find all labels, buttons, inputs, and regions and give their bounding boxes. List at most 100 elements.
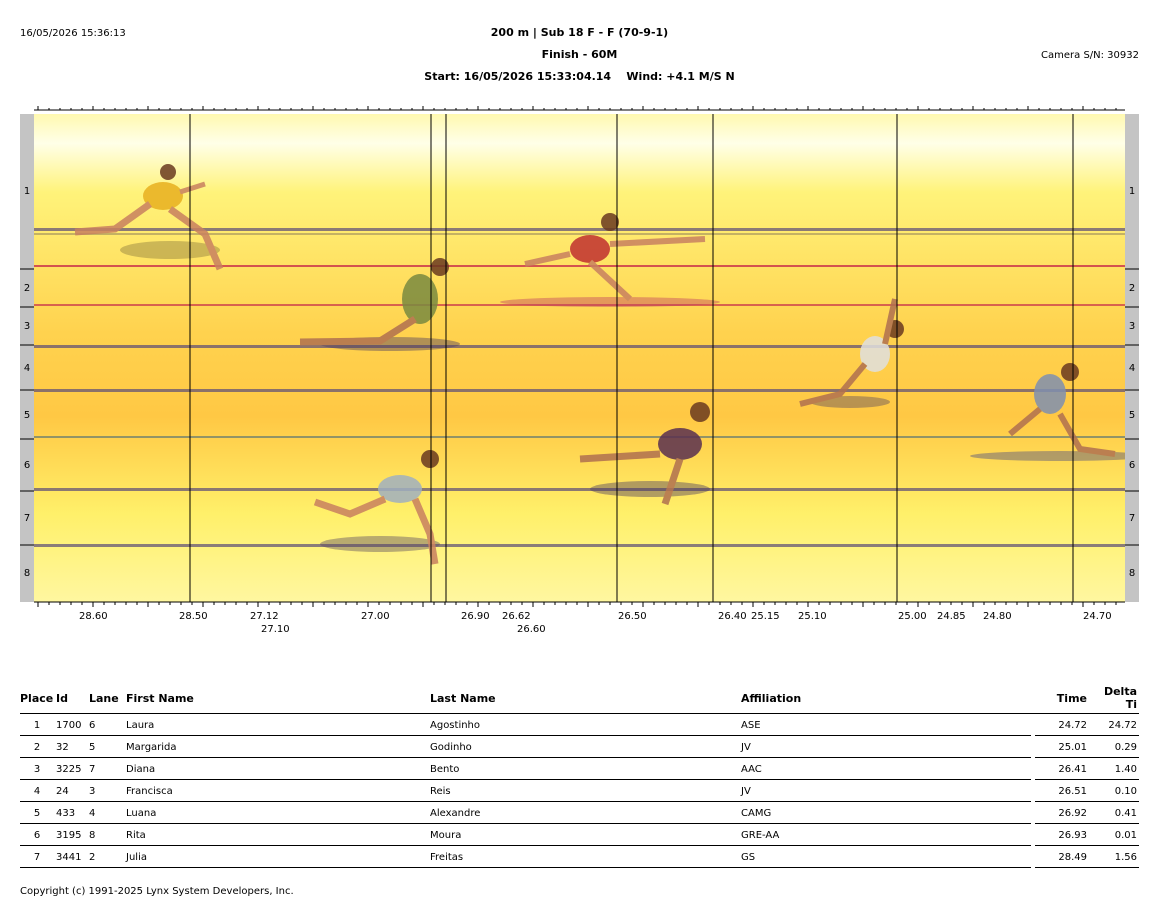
time-label-24-85: 24.85 xyxy=(937,611,966,622)
first-name-cell: Francisca xyxy=(126,780,430,802)
time-label-25-10: 25.10 xyxy=(798,611,827,622)
lane-cell: 5 xyxy=(89,736,126,758)
lane-label-right-5: 5 xyxy=(1128,410,1136,421)
lane-separators xyxy=(20,268,1139,546)
place-cell: 6 xyxy=(20,824,56,846)
finish-label: Finish - 60M xyxy=(541,48,618,61)
col-id: Id xyxy=(56,684,89,714)
affiliation-cell: GRE-AA xyxy=(741,824,1031,846)
delta-cell: 1.40 xyxy=(1089,758,1139,780)
athlete-lane-3 xyxy=(500,213,720,307)
camera-serial: Camera S/N: 30932 xyxy=(1041,50,1139,61)
start-time: Start: 16/05/2026 15:33:04.14 xyxy=(424,70,612,83)
athlete-lane-1 xyxy=(74,164,224,271)
lane-line-1 xyxy=(34,228,1125,231)
affiliation-cell: JV xyxy=(741,780,1031,802)
place-cell: 3 xyxy=(20,758,56,780)
lane-label-left-3: 3 xyxy=(23,321,31,332)
time-label-25-15: 25.15 xyxy=(751,611,780,622)
time-label-24-70: 24.70 xyxy=(1083,611,1112,622)
place-cell: 2 xyxy=(20,736,56,758)
time-cursors xyxy=(189,114,1074,602)
last-name-cell: Agostinho xyxy=(430,714,741,736)
id-cell: 24 xyxy=(56,780,89,802)
lane-label-right-7: 7 xyxy=(1128,513,1136,524)
affiliation-cell: JV xyxy=(741,736,1031,758)
time-cell: 26.93 xyxy=(1035,824,1089,846)
table-row: 4 24 3 Francisca Reis JV 26.51 0.10 xyxy=(20,780,1139,802)
first-name-cell: Luana xyxy=(126,802,430,824)
place-cell: 1 xyxy=(20,714,56,736)
time-label-26-60: 26.60 xyxy=(517,624,546,635)
delta-cell: 0.41 xyxy=(1089,802,1139,824)
col-place: Place xyxy=(20,684,56,714)
last-name-cell: Freitas xyxy=(430,846,741,868)
lane-line-2 xyxy=(34,265,1125,267)
place-cell: 4 xyxy=(20,780,56,802)
start-wind-line: Start: 16/05/2026 15:33:04.14 Wind: +4.1… xyxy=(0,70,1159,83)
time-label-27-10: 27.10 xyxy=(261,624,290,635)
lane-label-left-4: 4 xyxy=(23,363,31,374)
col-spacer xyxy=(1031,684,1035,714)
last-name-cell: Reis xyxy=(430,780,741,802)
first-name-cell: Diana xyxy=(126,758,430,780)
lane-cell: 8 xyxy=(89,824,126,846)
delta-cell: 1.56 xyxy=(1089,846,1139,868)
place-cell: 7 xyxy=(20,846,56,868)
time-label-26-62: 26.62 xyxy=(502,611,531,622)
place-cell: 5 xyxy=(20,802,56,824)
delta-cell: 24.72 xyxy=(1089,714,1139,736)
copyright-footer: Copyright (c) 1991-2025 Lynx System Deve… xyxy=(20,886,294,897)
last-name-cell: Alexandre xyxy=(430,802,741,824)
last-name-cell: Bento xyxy=(430,758,741,780)
photo-finish-svg xyxy=(20,106,1150,607)
photo-finish-image[interactable]: 1 2 3 4 5 6 7 8 1 2 3 4 5 6 7 8 xyxy=(20,104,1150,616)
first-name-cell: Rita xyxy=(126,824,430,846)
time-cell: 25.01 xyxy=(1035,736,1089,758)
id-cell: 1700 xyxy=(56,714,89,736)
lane-line-1b xyxy=(34,233,1125,235)
time-label-25-00: 25.00 xyxy=(898,611,927,622)
event-title: 200 m | Sub 18 F - F (70-9-1) xyxy=(490,26,669,39)
time-label-24-80: 24.80 xyxy=(983,611,1012,622)
delta-cell: 0.01 xyxy=(1089,824,1139,846)
id-cell: 3195 xyxy=(56,824,89,846)
table-row: 5 433 4 Luana Alexandre CAMG 26.92 0.41 xyxy=(20,802,1139,824)
lane-label-right-1: 1 xyxy=(1128,186,1136,197)
lane-line-3 xyxy=(34,304,1125,306)
top-ruler-ticks xyxy=(37,106,1117,110)
time-cell: 26.92 xyxy=(1035,802,1089,824)
col-time: Time xyxy=(1035,684,1089,714)
lane-line-7 xyxy=(34,488,1125,491)
time-label-26-40: 26.40 xyxy=(718,611,747,622)
lane-label-right-6: 6 xyxy=(1128,460,1136,471)
time-cell: 24.72 xyxy=(1035,714,1089,736)
lane-line-8 xyxy=(34,544,1125,547)
lane-cell: 2 xyxy=(89,846,126,868)
athlete-lane-4 xyxy=(799,298,904,408)
table-row: 3 3225 7 Diana Bento AAC 26.41 1.40 xyxy=(20,758,1139,780)
time-cell: 26.51 xyxy=(1035,780,1089,802)
left-lane-bar xyxy=(20,114,34,602)
lane-label-left-8: 8 xyxy=(23,568,31,579)
id-cell: 3225 xyxy=(56,758,89,780)
id-cell: 3441 xyxy=(56,846,89,868)
wind-reading: Wind: +4.1 M/S N xyxy=(626,70,735,83)
affiliation-cell: GS xyxy=(741,846,1031,868)
col-affiliation: Affiliation xyxy=(741,684,1031,714)
time-cell: 26.41 xyxy=(1035,758,1089,780)
last-name-cell: Godinho xyxy=(430,736,741,758)
last-name-cell: Moura xyxy=(430,824,741,846)
lane-label-left-1: 1 xyxy=(23,186,31,197)
id-cell: 433 xyxy=(56,802,89,824)
table-row: 1 1700 6 Laura Agostinho ASE 24.72 24.72 xyxy=(20,714,1139,736)
lane-line-5 xyxy=(34,389,1125,392)
time-label-28-60: 28.60 xyxy=(79,611,108,622)
results-table: Place Id Lane First Name Last Name Affil… xyxy=(20,684,1139,868)
col-lane: Lane xyxy=(89,684,126,714)
affiliation-cell: ASE xyxy=(741,714,1031,736)
table-row: 2 32 5 Margarida Godinho JV 25.01 0.29 xyxy=(20,736,1139,758)
col-delta: Delta Ti xyxy=(1089,684,1139,714)
athlete-lane-7 xyxy=(313,450,440,565)
lane-label-right-2: 2 xyxy=(1128,283,1136,294)
